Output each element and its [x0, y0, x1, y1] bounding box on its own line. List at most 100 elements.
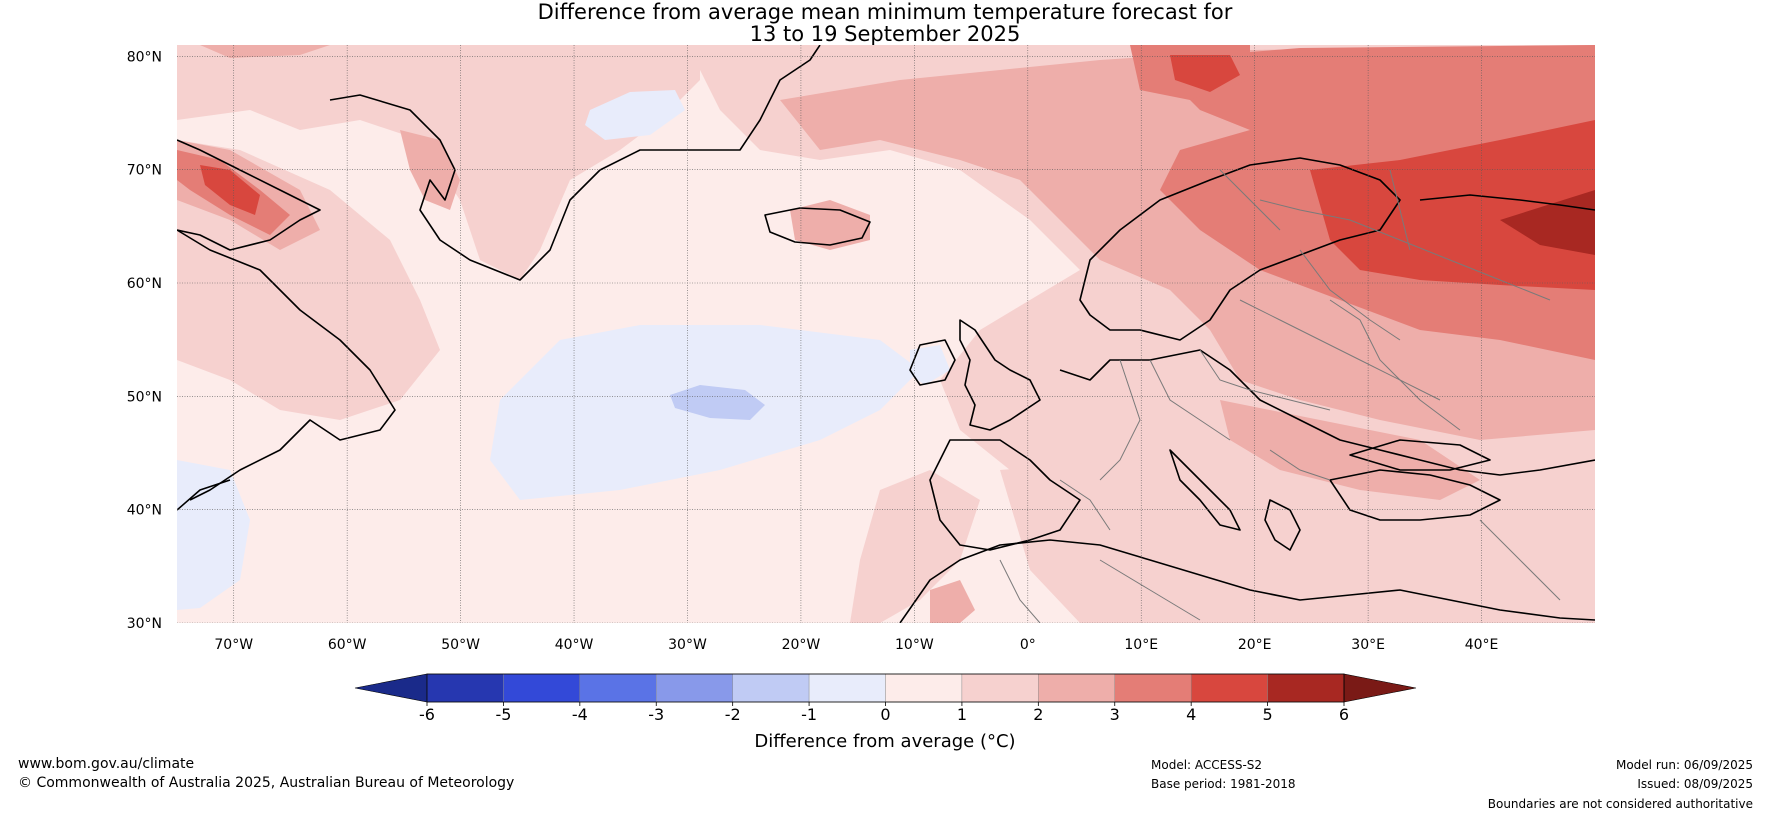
colorbar-tick-label: 1 [957, 705, 967, 724]
colorbar-label: Difference from average (°C) [754, 731, 1015, 752]
border-line [1059, 479, 1111, 531]
greenland-coast [329, 45, 821, 281]
colorbar-bin [885, 673, 963, 703]
footer-issued: Issued: 08/09/2025 [1637, 777, 1753, 791]
anomaly-region-1to2-iberia [850, 470, 980, 623]
longitude-tick-label: 40°W [555, 637, 594, 653]
longitude-tick-label: 30°W [668, 637, 707, 653]
footer-model: Model: ACCESS-S2 [1151, 758, 1263, 772]
footer-copyright: © Commonwealth of Australia 2025, Austra… [18, 775, 515, 791]
colorbar-bin [1038, 673, 1115, 703]
border-line [1329, 299, 1461, 431]
border-line [1389, 169, 1411, 251]
border-line [1099, 359, 1141, 481]
greece-coast [1264, 499, 1301, 551]
longitude-tick-label: 40°E [1465, 637, 1499, 653]
map-area [177, 45, 1595, 623]
latitude-tick-label: 30°N [127, 616, 162, 632]
colorbar-tick-label: 2 [1033, 705, 1043, 724]
colorbar-tick-label: 3 [1110, 705, 1120, 724]
border-line [1479, 519, 1561, 601]
ireland-coast [909, 339, 956, 386]
border-line [1239, 299, 1441, 401]
anomaly-region-cool-greenland-sea [585, 90, 685, 140]
north-africa-coast [899, 539, 1595, 623]
anomaly-region-2to3-iceland [790, 200, 870, 250]
colorbar: -6 -5 -4 -3 -2 -1 0 1 2 3 4 5 6 [354, 673, 1417, 724]
scandinavia-coast [1079, 157, 1401, 341]
longitude-tick-label: 70°W [214, 637, 253, 653]
colorbar-tick-label: -4 [572, 705, 588, 724]
anomaly-region-2to3-balkans [1220, 400, 1480, 500]
latitude-tick-label: 50°N [127, 389, 162, 405]
longitude-tick-label: 30°E [1351, 637, 1385, 653]
latitude-tick-label: 40°N [127, 503, 162, 519]
border-line [1219, 169, 1281, 231]
colorbar-tick-label: -6 [419, 705, 435, 724]
colorbar-tick-label: -5 [495, 705, 511, 724]
colorbar-bin [656, 673, 733, 703]
colorbar-bin [426, 673, 504, 703]
colorbar-bin [808, 673, 886, 703]
anomaly-region-2to3-top-left [200, 45, 330, 58]
colorbar-tick-label: 6 [1339, 705, 1349, 724]
border-line [999, 559, 1041, 623]
colorbar-bin [961, 673, 1039, 703]
longitude-tick-label: 0° [1020, 637, 1036, 653]
footer-website: www.bom.gov.au/climate [18, 756, 195, 772]
map-title-line1: Difference from average mean minimum tem… [537, 0, 1233, 24]
footer-base-period: Base period: 1981-2018 [1151, 777, 1296, 791]
border-line [1199, 349, 1331, 411]
colorbar-bin [1190, 673, 1268, 703]
anomaly-region-cool-2-atlantic [670, 385, 765, 420]
longitude-tick-label: 20°E [1238, 637, 1272, 653]
latitude-labels: 80°N 70°N 60°N 50°N 40°N 30°N [127, 49, 162, 632]
kola-coast [1419, 194, 1595, 211]
anomaly-region-4to5-svalbard [1170, 55, 1240, 92]
longitude-tick-label: 10°W [895, 637, 934, 653]
border-line [1299, 249, 1401, 341]
country-borders [999, 169, 1561, 623]
colorbar-tick-label: -1 [801, 705, 817, 724]
labrador-coast [177, 229, 396, 501]
border-line [1269, 449, 1331, 481]
map-title-line2: 13 to 19 September 2025 [749, 22, 1021, 46]
longitude-tick-label: 20°W [782, 637, 821, 653]
europe-coast [1059, 349, 1595, 476]
latitude-tick-label: 60°N [127, 276, 162, 292]
longitude-tick-label: 10°E [1124, 637, 1158, 653]
border-line [1099, 559, 1201, 621]
anomaly-region-2to3-morocco [930, 580, 975, 623]
colorbar-bin [1114, 673, 1192, 703]
colorbar-bin [503, 673, 581, 703]
footer-model-run: Model run: 06/09/2025 [1615, 758, 1753, 772]
latitude-tick-label: 80°N [127, 49, 162, 65]
longitude-tick-label: 50°W [441, 637, 480, 653]
footer-disclaimer: Boundaries are not considered authoritat… [1487, 797, 1753, 811]
iberia-coast [929, 439, 1081, 551]
latitude-tick-label: 70°N [127, 163, 162, 179]
border-line [1259, 199, 1551, 301]
longitude-tick-label: 60°W [328, 637, 367, 653]
colorbar-extend-high [1343, 673, 1417, 703]
baffin-coast [177, 139, 321, 251]
colorbar-tick-label: -3 [648, 705, 664, 724]
blacksea-coast [1349, 439, 1491, 471]
anomaly-region-4to5-baffin [200, 165, 260, 215]
anomaly-region-4to5-russia [1310, 120, 1595, 290]
colorbar-tick-label: 5 [1262, 705, 1272, 724]
anomaly-region-cool-ireland [910, 345, 950, 385]
colorbar-bin [732, 673, 810, 703]
britain-coast [959, 319, 1041, 431]
border-line [1149, 359, 1231, 441]
iceland-coast [764, 207, 871, 246]
coastlines [177, 45, 1595, 623]
colorbar-bin [579, 673, 657, 703]
colorbar-bin [1267, 673, 1345, 703]
anomaly-region-1to2-mediterranean [1000, 460, 1595, 623]
us-coast [177, 479, 231, 511]
longitude-labels: 70°W 60°W 50°W 40°W 30°W 20°W 10°W 0° 10°E 20°E 30… [214, 637, 1498, 653]
colorbar-tick-label: 4 [1186, 705, 1196, 724]
colorbar-tick-label: -2 [725, 705, 741, 724]
